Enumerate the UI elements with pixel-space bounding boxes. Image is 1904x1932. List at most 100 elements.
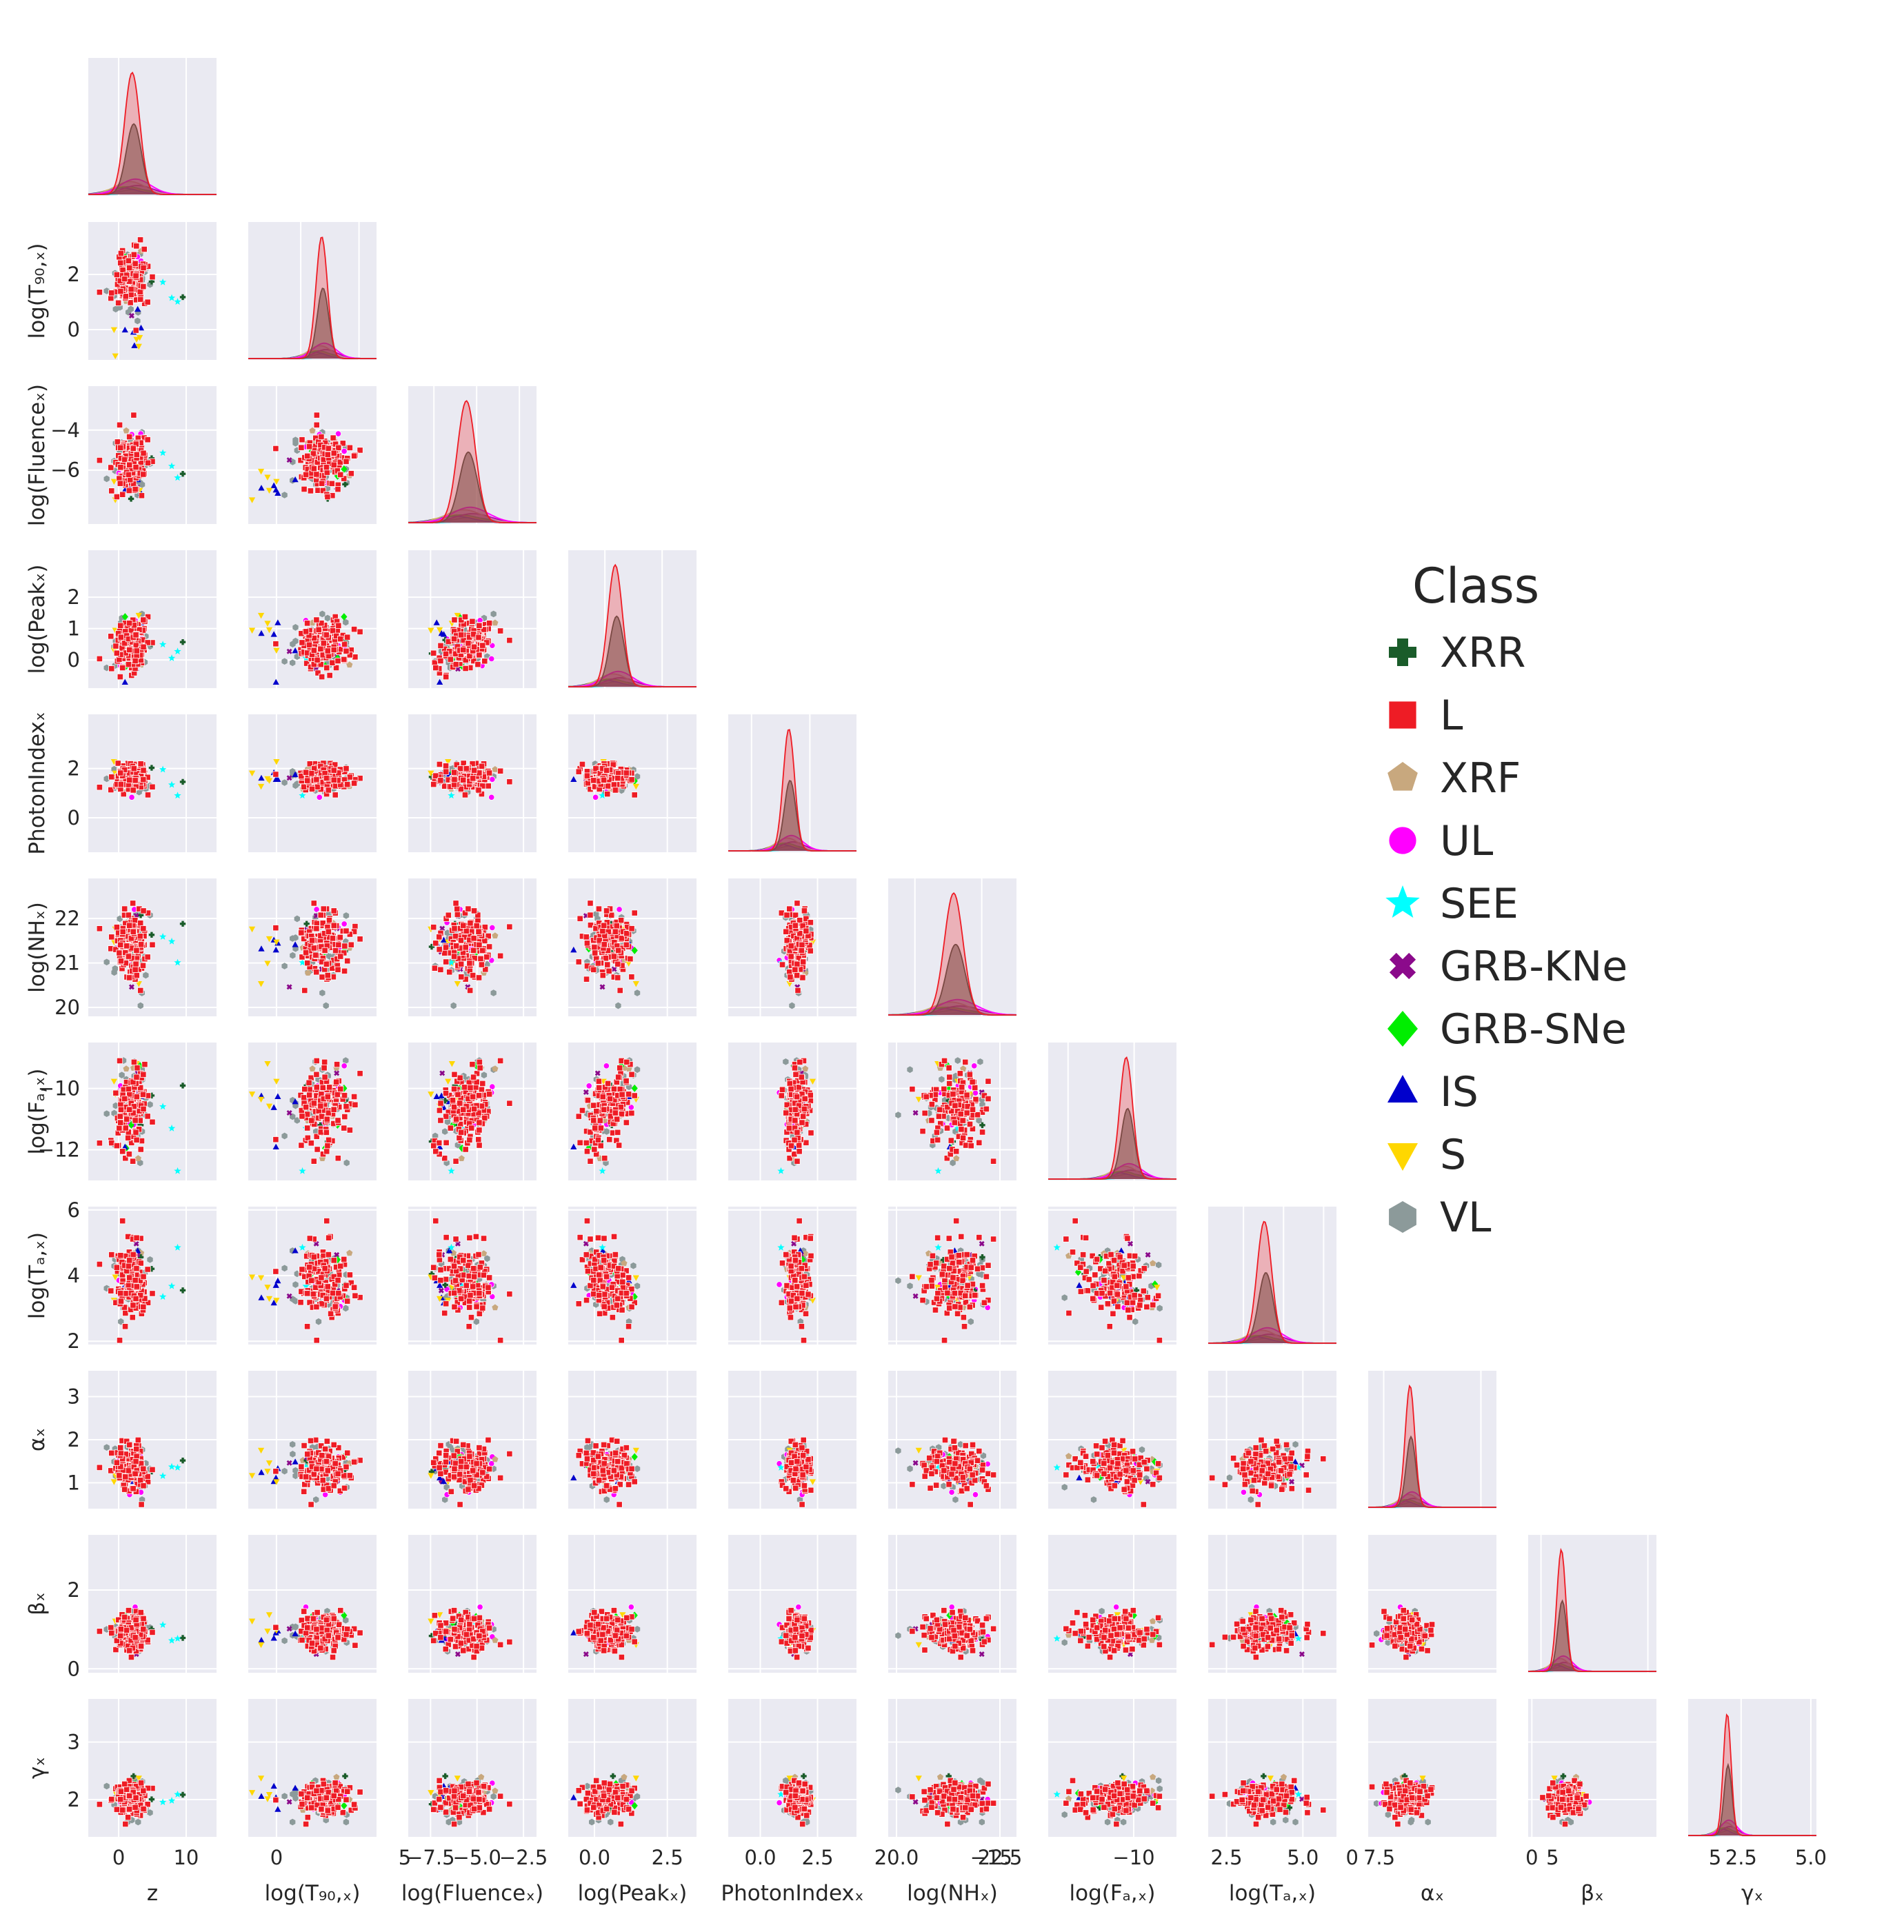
point-IS (134, 305, 141, 312)
point-L (617, 987, 623, 994)
point-L (298, 444, 305, 451)
panel-background (568, 550, 697, 688)
point-L (137, 920, 144, 927)
point-L (477, 1065, 483, 1071)
point-S (110, 327, 118, 334)
point-L (323, 1148, 330, 1155)
point-L (595, 905, 603, 912)
point-L (301, 987, 308, 994)
point-L (807, 1091, 814, 1099)
scatter-panel-PhotonIndex-vs-logT90 (248, 714, 377, 852)
point-L (579, 761, 586, 768)
y-tick-label: 1 (68, 617, 80, 641)
point-L (462, 1146, 469, 1153)
point-L (96, 784, 103, 791)
point-L (506, 637, 513, 644)
point-L (613, 923, 620, 929)
point-IS (274, 490, 281, 496)
point-L (313, 1071, 320, 1078)
point-L (310, 1158, 317, 1165)
point-L (594, 1136, 602, 1143)
point-L (325, 787, 332, 794)
point-UL (616, 906, 623, 913)
point-L (465, 905, 472, 912)
point-L (591, 944, 598, 951)
y-axis-label: log(Fₐ,ₓ) (25, 1068, 50, 1154)
point-L (119, 928, 126, 935)
point-VL (103, 288, 110, 294)
point-L (149, 274, 156, 281)
point-L (313, 969, 320, 976)
point-L (601, 1155, 608, 1162)
point-L (807, 919, 814, 926)
kde-panel-logFluence (408, 386, 537, 524)
point-VL (292, 439, 299, 447)
point-L (125, 661, 132, 668)
point-L (128, 291, 134, 298)
point-L (618, 1057, 625, 1065)
point-L (436, 761, 443, 768)
point-L (326, 672, 333, 679)
point-L (139, 1091, 147, 1098)
point-L (132, 657, 139, 665)
point-L (112, 1089, 119, 1096)
point-XRR (179, 470, 186, 477)
y-tick-label: 0 (68, 648, 80, 672)
point-L (138, 941, 145, 948)
point-L (116, 421, 123, 428)
point-L (787, 974, 794, 980)
panel-background (248, 222, 377, 360)
point-L (323, 469, 330, 476)
point-L (313, 1057, 320, 1065)
point-L (443, 958, 450, 965)
point-L (125, 912, 132, 918)
point-L (352, 1101, 359, 1108)
point-XRR (342, 481, 348, 487)
point-L (334, 1091, 341, 1098)
point-L (792, 1117, 799, 1124)
point-L (801, 907, 808, 914)
point-L (140, 264, 147, 272)
point-L (450, 635, 458, 643)
y-tick-label: 2 (68, 757, 80, 781)
point-IS (272, 486, 279, 493)
point-L (108, 294, 114, 302)
point-L (792, 922, 799, 929)
point-L (590, 1102, 597, 1109)
point-L (346, 1127, 353, 1134)
point-L (121, 275, 128, 283)
point-L (807, 947, 814, 954)
point-L (587, 912, 594, 918)
kde-line-L (248, 237, 377, 359)
point-L (458, 1129, 465, 1136)
point-L (785, 1125, 793, 1131)
point-L (132, 1117, 139, 1124)
point-L (460, 776, 467, 783)
point-L (134, 1065, 141, 1071)
point-L (497, 1057, 504, 1065)
point-L (631, 909, 638, 916)
point-L (313, 421, 320, 428)
point-L (583, 1139, 590, 1147)
point-L (466, 1136, 473, 1143)
point-L (341, 641, 348, 647)
point-L (298, 1142, 305, 1149)
point-L (303, 1104, 310, 1111)
point-UL (334, 430, 342, 437)
point-L (323, 1116, 330, 1123)
point-L (335, 941, 342, 948)
point-L (114, 439, 121, 445)
point-L (601, 941, 608, 948)
point-L (317, 645, 324, 652)
point-L (628, 925, 635, 932)
point-L (614, 1129, 621, 1136)
point-L (799, 974, 806, 981)
point-L (460, 646, 467, 654)
panel-background (88, 58, 217, 196)
point-L (132, 1129, 139, 1136)
point-L (604, 790, 611, 798)
point-L (779, 961, 786, 968)
point-L (314, 783, 321, 790)
